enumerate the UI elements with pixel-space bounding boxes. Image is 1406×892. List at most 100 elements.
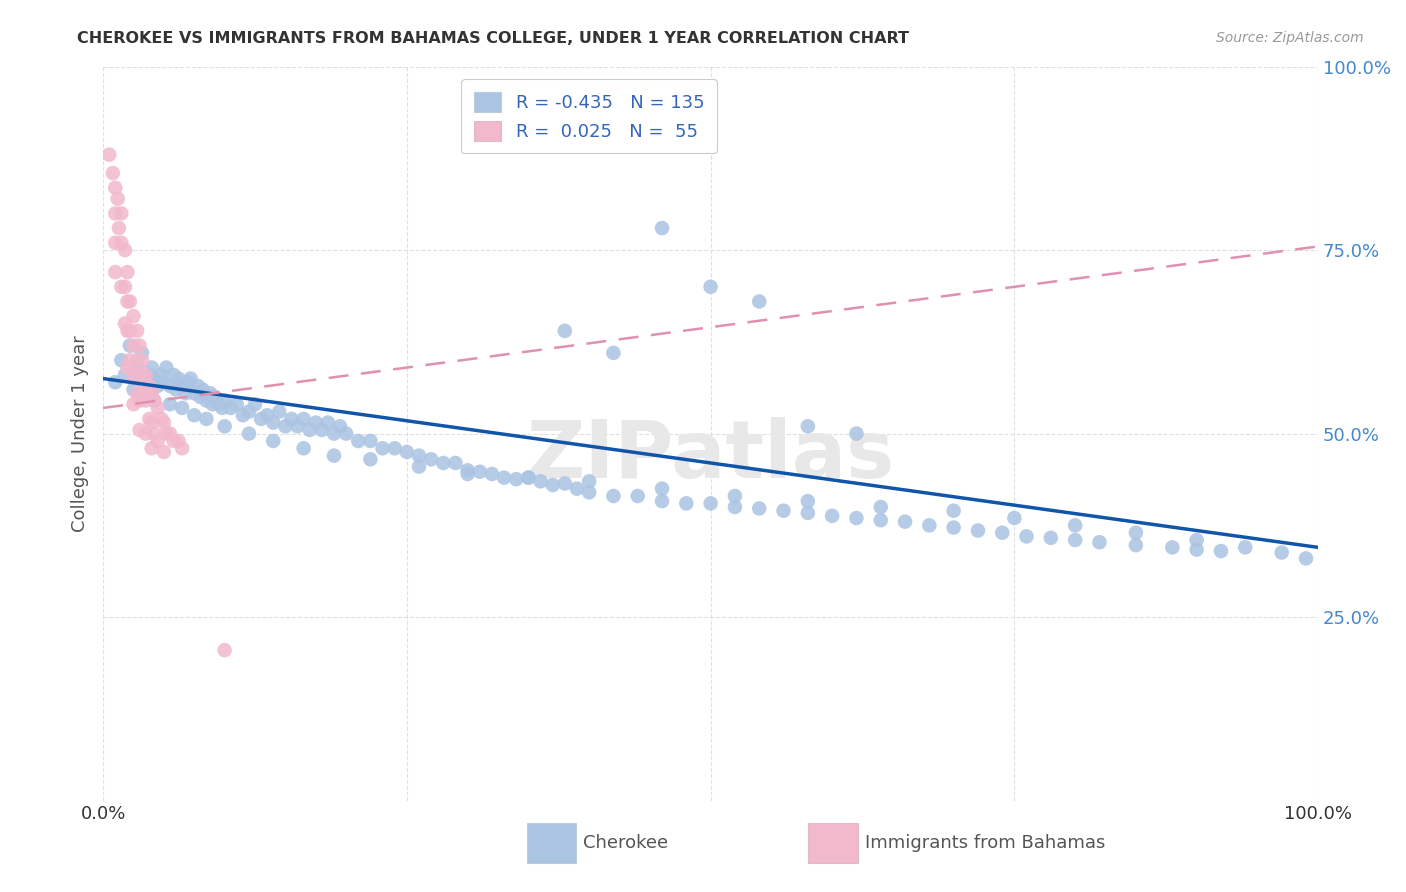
Point (316, 416, 339, 430)
Point (122, 397, 145, 411)
Point (578, 485, 600, 500)
Point (845, 426, 868, 441)
Point (243, 397, 266, 411)
Point (135, 386, 157, 401)
Point (602, 489, 624, 503)
Point (1234, 541, 1257, 555)
Point (167, 434, 190, 448)
Point (207, 397, 229, 411)
Point (918, 518, 941, 533)
Point (135, 426, 157, 441)
Point (772, 504, 794, 518)
Point (724, 489, 747, 503)
Point (359, 434, 381, 448)
Point (869, 513, 891, 527)
Point (128, 371, 150, 385)
Point (150, 412, 173, 426)
Point (118, 324, 141, 338)
Point (98, 147, 121, 161)
Point (869, 500, 891, 514)
Point (420, 452, 443, 467)
Point (155, 426, 177, 441)
Point (128, 368, 150, 382)
Point (1161, 541, 1184, 555)
Text: Source: ZipAtlas.com: Source: ZipAtlas.com (1216, 31, 1364, 45)
Point (359, 452, 381, 467)
Point (457, 463, 479, 477)
Point (395, 445, 418, 459)
Point (225, 397, 247, 411)
Point (146, 401, 169, 415)
Point (110, 280, 132, 294)
Point (565, 482, 588, 496)
Point (138, 386, 160, 401)
Point (323, 449, 346, 463)
Point (967, 524, 990, 538)
Point (153, 376, 176, 390)
Point (159, 426, 181, 441)
Point (118, 353, 141, 368)
Point (122, 338, 145, 352)
Point (167, 371, 190, 385)
Point (127, 360, 149, 375)
Point (183, 409, 205, 423)
Point (187, 379, 209, 393)
Point (110, 353, 132, 368)
Point (114, 317, 136, 331)
Point (108, 221, 131, 235)
Point (162, 434, 184, 448)
Point (201, 397, 224, 411)
Text: Cherokee: Cherokee (583, 834, 669, 852)
Point (114, 243, 136, 257)
Point (172, 442, 194, 456)
Point (845, 511, 868, 525)
Point (724, 500, 747, 514)
Point (138, 379, 160, 393)
Point (127, 386, 149, 401)
Point (122, 368, 145, 382)
Point (1185, 542, 1208, 557)
Point (1039, 531, 1062, 545)
Point (198, 386, 221, 401)
Point (529, 475, 551, 489)
Point (942, 520, 965, 534)
Point (104, 206, 127, 220)
Point (122, 309, 145, 323)
Point (256, 409, 278, 423)
Point (408, 459, 430, 474)
Point (172, 401, 194, 415)
Point (444, 456, 467, 470)
Point (117, 324, 139, 338)
Point (371, 442, 394, 456)
Point (541, 478, 564, 492)
Point (131, 346, 153, 360)
Point (122, 383, 145, 397)
Point (602, 346, 624, 360)
Point (138, 412, 160, 426)
Point (1064, 518, 1087, 533)
Point (262, 434, 284, 448)
Point (141, 442, 163, 456)
Point (107, 192, 129, 206)
Text: Immigrants from Bahamas: Immigrants from Bahamas (865, 834, 1105, 852)
Point (138, 368, 160, 382)
Point (262, 416, 284, 430)
Point (554, 476, 576, 491)
Point (269, 404, 291, 418)
Point (335, 426, 357, 441)
Y-axis label: College, Under 1 year: College, Under 1 year (72, 335, 89, 532)
Point (942, 504, 965, 518)
Point (821, 508, 844, 523)
Point (191, 383, 214, 397)
Point (214, 393, 236, 408)
Point (1125, 525, 1147, 540)
Point (165, 383, 187, 397)
Point (274, 419, 297, 434)
Point (131, 386, 153, 401)
Point (250, 412, 273, 426)
Point (118, 294, 141, 309)
Point (292, 412, 315, 426)
Point (554, 324, 576, 338)
Point (797, 506, 820, 520)
Point (104, 265, 127, 279)
